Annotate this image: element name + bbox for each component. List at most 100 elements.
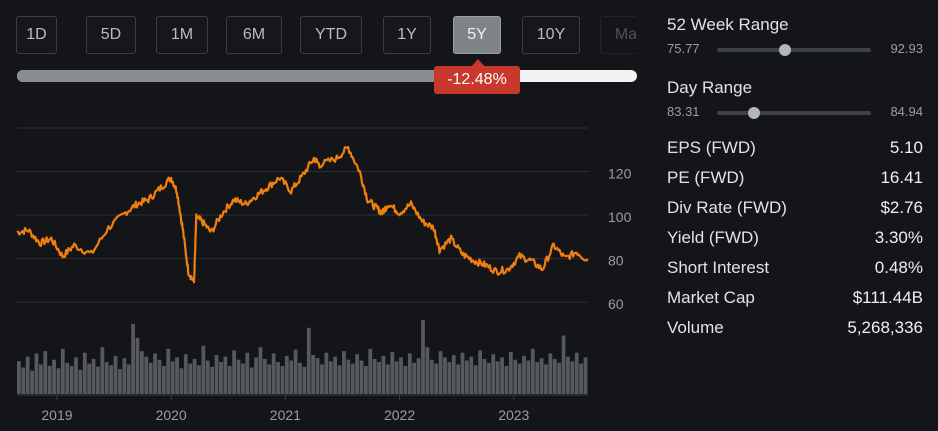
stat-value: 0.48% [874, 258, 923, 277]
volume-bar [293, 349, 298, 394]
volume-bar [539, 358, 544, 394]
stat-value: 5,268,336 [847, 318, 923, 337]
volume-bar [482, 358, 487, 394]
volume-bar [175, 357, 179, 394]
volume-bar [544, 364, 548, 394]
volume-bar [289, 360, 294, 394]
volume-bar [38, 364, 43, 394]
volume-bar [69, 365, 74, 394]
volume-bar [306, 327, 311, 394]
volume-bar [161, 365, 166, 394]
volume-bar [342, 351, 346, 394]
volume-bar [100, 347, 105, 394]
volume-bar [579, 363, 584, 394]
volume-bar [65, 362, 70, 394]
tab-1d[interactable]: 1D [16, 16, 57, 54]
stat-row: PE (FWD) 16.41 [667, 168, 923, 192]
volume-bar [96, 366, 100, 394]
volume-bar [183, 354, 188, 394]
volume-bar [429, 359, 434, 394]
volume-bar [495, 361, 500, 394]
volume-bar [241, 363, 245, 394]
volume-bar [280, 365, 285, 394]
volume-bar [236, 359, 241, 394]
stat-label: EPS (FWD) [667, 138, 756, 157]
volume-bar [385, 364, 390, 394]
volume-bar [267, 364, 272, 394]
price-chart[interactable]: 60 80 100 120 2019 2020 2021 2022 2023 [0, 0, 640, 431]
tab-1y[interactable]: 1Y [383, 16, 431, 54]
stat-label: Short Interest [667, 258, 770, 277]
tab-5y[interactable]: 5Y [453, 16, 501, 54]
volume-bar [324, 352, 329, 394]
week52-high: 92.93 [890, 41, 923, 56]
y-tick-label: 80 [608, 253, 624, 269]
stat-row: EPS (FWD) 5.10 [667, 138, 923, 162]
volume-bar [302, 366, 307, 394]
stat-label: Market Cap [667, 288, 755, 307]
day-low: 83.31 [667, 104, 700, 119]
tab-max[interactable]: Max [600, 16, 636, 54]
volume-bar [456, 364, 461, 394]
volume-bar [508, 351, 513, 394]
volume-bar [566, 356, 570, 394]
volume-bar [390, 351, 395, 394]
stat-value: 5.10 [889, 138, 923, 157]
volume-bar [548, 353, 553, 394]
volume-bar [118, 369, 122, 394]
stat-row: Volume 5,268,336 [667, 318, 923, 342]
change-badge-pointer [471, 59, 485, 67]
day-range-title: Day Range [667, 78, 753, 97]
volume-bar [377, 362, 381, 394]
change-badge: -12.48% [434, 66, 520, 94]
volume-bar [60, 348, 65, 394]
stat-label: Div Rate (FWD) [667, 198, 787, 217]
volume-bar [522, 355, 526, 394]
volume-bar [201, 345, 206, 394]
tab-ytd[interactable]: YTD [300, 16, 362, 54]
volume-bar [473, 365, 478, 394]
x-tick-label: 2021 [270, 407, 301, 423]
week52-range-marker [778, 44, 791, 56]
volume-bar [403, 365, 408, 394]
volume-bar [434, 363, 439, 394]
volume-bar [21, 367, 26, 394]
volume-bar [574, 352, 579, 394]
volume-bar [333, 356, 338, 394]
volume-bar [47, 365, 52, 394]
volume-bar [219, 362, 223, 394]
volume-bar [74, 357, 78, 394]
volume-bar [144, 356, 149, 394]
tab-6m[interactable]: 6M [226, 16, 282, 54]
volume-bar [56, 368, 61, 394]
volume-bar [583, 357, 588, 394]
stat-value: $111.44B [852, 288, 923, 307]
day-range-track [717, 107, 871, 119]
stat-value: 3.30% [874, 228, 923, 247]
time-range-tabs: 1D 5D 1M 6M YTD 1Y 5Y 10Y Max [16, 16, 636, 56]
volume-bar [148, 362, 153, 394]
volume-bar [368, 348, 373, 394]
volume-bar [52, 359, 56, 394]
volume-bar [350, 363, 355, 394]
week52-low: 75.77 [667, 41, 700, 56]
volume-bar [249, 367, 254, 394]
volume-bar [486, 362, 491, 394]
stat-label: Yield (FWD) [667, 228, 759, 247]
y-tick-label: 60 [608, 296, 624, 312]
volume-bar [227, 365, 232, 394]
week52-range-title: 52 Week Range [667, 15, 789, 34]
volume-bar [328, 361, 333, 394]
volume-bar [500, 357, 504, 394]
volume-bar [232, 350, 237, 394]
volume-bar [157, 359, 162, 394]
volume-bar [530, 348, 535, 394]
stat-label: Volume [667, 318, 724, 337]
tab-5d[interactable]: 5D [86, 16, 136, 54]
volume-bar [170, 361, 175, 394]
tab-1m[interactable]: 1M [156, 16, 208, 54]
volume-bar [126, 364, 131, 394]
y-tick-label: 120 [608, 166, 632, 182]
tab-10y[interactable]: 10Y [522, 16, 580, 54]
volume-bar [447, 362, 452, 394]
